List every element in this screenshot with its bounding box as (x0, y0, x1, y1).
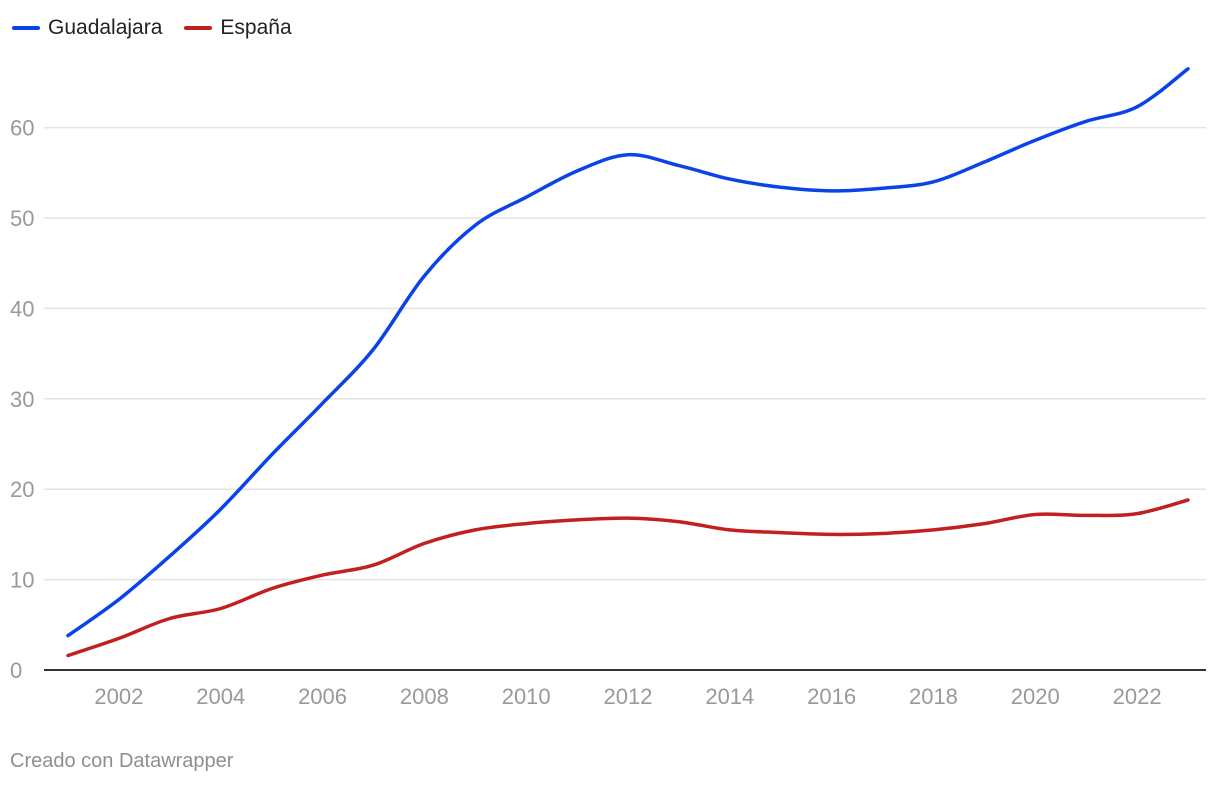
series-line-guadalajara (66, 67, 1190, 638)
x-tick-label-2012: 2012 (604, 684, 653, 709)
legend-label-espana: España (220, 16, 292, 39)
legend-swatch-espana (184, 26, 213, 30)
x-tick-label-2010: 2010 (502, 684, 551, 709)
legend: Guadalajara España (12, 16, 314, 40)
x-tick-label-2008: 2008 (400, 684, 449, 709)
y-tick-label-40: 40 (10, 296, 34, 321)
credit-text: Creado con Datawrapper (10, 750, 234, 772)
y-tick-label-30: 30 (10, 387, 34, 412)
x-tick-label-2004: 2004 (196, 684, 245, 709)
legend-item-espana: España (184, 16, 292, 40)
y-tick-label-20: 20 (10, 477, 34, 502)
legend-swatch-guadalajara (12, 26, 40, 30)
x-tick-label-2018: 2018 (909, 684, 958, 709)
x-tick-label-2006: 2006 (298, 684, 347, 709)
series-line-espana (66, 498, 1190, 658)
legend-item-guadalajara: Guadalajara (12, 16, 162, 40)
x-tick-label-2002: 2002 (94, 684, 143, 709)
y-tick-label-10: 10 (10, 568, 34, 593)
series-lines (66, 67, 1190, 658)
x-tick-label-2016: 2016 (807, 684, 856, 709)
x-tick-label-2022: 2022 (1113, 684, 1162, 709)
y-tick-label-0: 0 (10, 658, 22, 683)
x-tick-label-2020: 2020 (1011, 684, 1060, 709)
x-tick-label-2014: 2014 (705, 684, 754, 709)
legend-label-guadalajara: Guadalajara (48, 16, 163, 39)
y-tick-label-50: 50 (10, 206, 34, 231)
x-axis-labels: 2002 2004 2006 2008 2010 2012 2014 2016 2018 2020… (94, 684, 1161, 709)
y-tick-label-60: 60 (10, 116, 34, 141)
y-axis-labels: 0 10 20 30 40 50 60 (10, 116, 34, 683)
